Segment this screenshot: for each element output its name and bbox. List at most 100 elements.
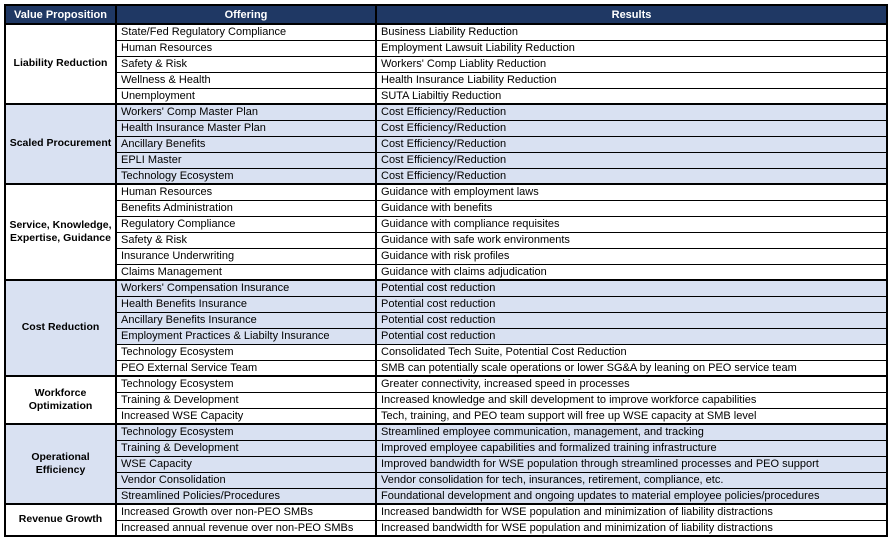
column-header-value-proposition: Value Proposition [4, 4, 117, 25]
table-row: Safety & Risk Guidance with safe work env… [5, 231, 888, 249]
result-cell: Potential cost reduction [375, 311, 888, 329]
offering-cell: Health Benefits Insurance [115, 295, 377, 313]
result-cell: Guidance with claims adjudication [375, 263, 888, 281]
result-cell: SMB can potentially scale operations or … [375, 359, 888, 377]
table-row: Revenue Growth Increased Growth over non-… [4, 503, 888, 537]
table-row: Technology Ecosystem Cost Efficiency/Redu… [5, 167, 888, 185]
offering-cell: Safety & Risk [115, 55, 377, 73]
result-cell: Tech, training, and PEO team support wil… [375, 407, 888, 425]
table-row: WSE Capacity Improved bandwidth for WSE p… [5, 455, 888, 473]
result-cell: Increased knowledge and skill developmen… [375, 391, 888, 409]
result-cell: Improved bandwidth for WSE population th… [375, 455, 888, 473]
offering-cell: Ancillary Benefits [115, 135, 377, 153]
offering-cell: Training & Development [115, 439, 377, 457]
table-row: Increased annual revenue over non-PEO SM… [5, 519, 888, 537]
offering-cell: WSE Capacity [115, 455, 377, 473]
column-header-results: Results [375, 4, 888, 25]
result-cell: Guidance with risk profiles [375, 247, 888, 265]
table-body: Liability Reduction State/Fed Regulatory … [4, 23, 888, 537]
offering-cell: Technology Ecosystem [115, 423, 377, 441]
offering-cell: Wellness & Health [115, 71, 377, 89]
result-cell: Increased bandwidth for WSE population a… [375, 503, 888, 521]
value-proposition-table: Value Proposition Offering Results Liabi… [4, 4, 888, 537]
result-cell: Guidance with safe work environments [375, 231, 888, 249]
table-row: Health Insurance Master Plan Cost Efficie… [5, 119, 888, 137]
result-cell: Workers' Comp Liablity Reduction [375, 55, 888, 73]
table-row: Scaled Procurement Workers' Comp Master P… [4, 103, 888, 185]
result-cell: Potential cost reduction [375, 327, 888, 345]
offering-cell: Employment Practices & Liabilty Insuranc… [115, 327, 377, 345]
offering-cell: State/Fed Regulatory Compliance [115, 23, 377, 41]
result-cell: Improved employee capabilities and forma… [375, 439, 888, 457]
offering-cell: Vendor Consolidation [115, 471, 377, 489]
offering-cell: Technology Ecosystem [115, 343, 377, 361]
table-row: Increased WSE Capacity Tech, training, an… [5, 407, 888, 425]
table-row: PEO External Service Team SMB can potenti… [5, 359, 888, 377]
column-header-offering: Offering [115, 4, 377, 25]
result-cell: Guidance with benefits [375, 199, 888, 217]
offering-cell: Increased Growth over non-PEO SMBs [115, 503, 377, 521]
result-cell: Cost Efficiency/Reduction [375, 103, 888, 121]
offering-cell: Insurance Underwriting [115, 247, 377, 265]
table-row: Ancillary Benefits Insurance Potential co… [5, 311, 888, 329]
table-row: Wellness & Health Health Insurance Liabil… [5, 71, 888, 89]
result-cell: Potential cost reduction [375, 295, 888, 313]
result-cell: Greater connectivity, increased speed in… [375, 375, 888, 393]
table-row: Vendor Consolidation Vendor consolidation… [5, 471, 888, 489]
result-cell: Cost Efficiency/Reduction [375, 135, 888, 153]
offering-cell: Workers' Comp Master Plan [115, 103, 377, 121]
result-cell: Business Liability Reduction [375, 23, 888, 41]
offering-cell: Workers' Compensation Insurance [115, 279, 377, 297]
table-row: Claims Management Guidance with claims ad… [5, 263, 888, 281]
result-cell: Consolidated Tech Suite, Potential Cost … [375, 343, 888, 361]
result-cell: Cost Efficiency/Reduction [375, 151, 888, 169]
offering-cell: Regulatory Compliance [115, 215, 377, 233]
table-row: Training & Development Increased knowledg… [5, 391, 888, 409]
table-row: Liability Reduction State/Fed Regulatory … [4, 23, 888, 105]
result-cell: Cost Efficiency/Reduction [375, 167, 888, 185]
value-proposition-cell: Scaled Procurement [4, 103, 117, 185]
table-row: Benefits Administration Guidance with ben… [5, 199, 888, 217]
offering-cell: PEO External Service Team [115, 359, 377, 377]
offering-cell: Benefits Administration [115, 199, 377, 217]
table-row: Workforce Optimization Technology Ecosyst… [4, 375, 888, 425]
offering-cell: Claims Management [115, 263, 377, 281]
table-row: Operational Efficiency Technology Ecosyst… [4, 423, 888, 505]
table-row: Employment Practices & Liabilty Insuranc… [5, 327, 888, 345]
table-row: Regulatory Compliance Guidance with compl… [5, 215, 888, 233]
value-proposition-cell: Service, Knowledge, Expertise, Guidance [4, 183, 117, 281]
result-cell: Potential cost reduction [375, 279, 888, 297]
value-proposition-cell: Revenue Growth [4, 503, 117, 537]
offering-cell: Unemployment [115, 87, 377, 105]
table-row: Cost Reduction Workers' Compensation Insu… [4, 279, 888, 377]
value-proposition-cell: Cost Reduction [4, 279, 117, 377]
offering-cell: Safety & Risk [115, 231, 377, 249]
table-row: Health Benefits Insurance Potential cost … [5, 295, 888, 313]
table-header-row: Value Proposition Offering Results [4, 4, 888, 25]
offering-cell: Technology Ecosystem [115, 167, 377, 185]
result-cell: Employment Lawsuit Liability Reduction [375, 39, 888, 57]
result-cell: Health Insurance Liability Reduction [375, 71, 888, 89]
table-row: Training & Development Improved employee … [5, 439, 888, 457]
value-proposition-cell: Workforce Optimization [4, 375, 117, 425]
table-row: EPLI Master Cost Efficiency/Reduction [5, 151, 888, 169]
result-cell: Guidance with compliance requisites [375, 215, 888, 233]
result-cell: Streamlined employee communication, mana… [375, 423, 888, 441]
offering-cell: Increased annual revenue over non-PEO SM… [115, 519, 377, 537]
result-cell: Increased bandwidth for WSE population a… [375, 519, 888, 537]
offering-cell: Streamlined Policies/Procedures [115, 487, 377, 505]
offering-cell: Training & Development [115, 391, 377, 409]
value-proposition-cell: Operational Efficiency [4, 423, 117, 505]
offering-cell: Health Insurance Master Plan [115, 119, 377, 137]
result-cell: Foundational development and ongoing upd… [375, 487, 888, 505]
result-cell: Cost Efficiency/Reduction [375, 119, 888, 137]
offering-cell: Human Resources [115, 183, 377, 201]
table-row: Unemployment SUTA Liabiltiy Reduction [5, 87, 888, 105]
offering-cell: Increased WSE Capacity [115, 407, 377, 425]
table-row: Human Resources Employment Lawsuit Liabil… [5, 39, 888, 57]
result-cell: SUTA Liabiltiy Reduction [375, 87, 888, 105]
offering-cell: EPLI Master [115, 151, 377, 169]
table-row: Streamlined Policies/Procedures Foundatio… [5, 487, 888, 505]
table-row: Ancillary Benefits Cost Efficiency/Reduct… [5, 135, 888, 153]
offering-cell: Technology Ecosystem [115, 375, 377, 393]
